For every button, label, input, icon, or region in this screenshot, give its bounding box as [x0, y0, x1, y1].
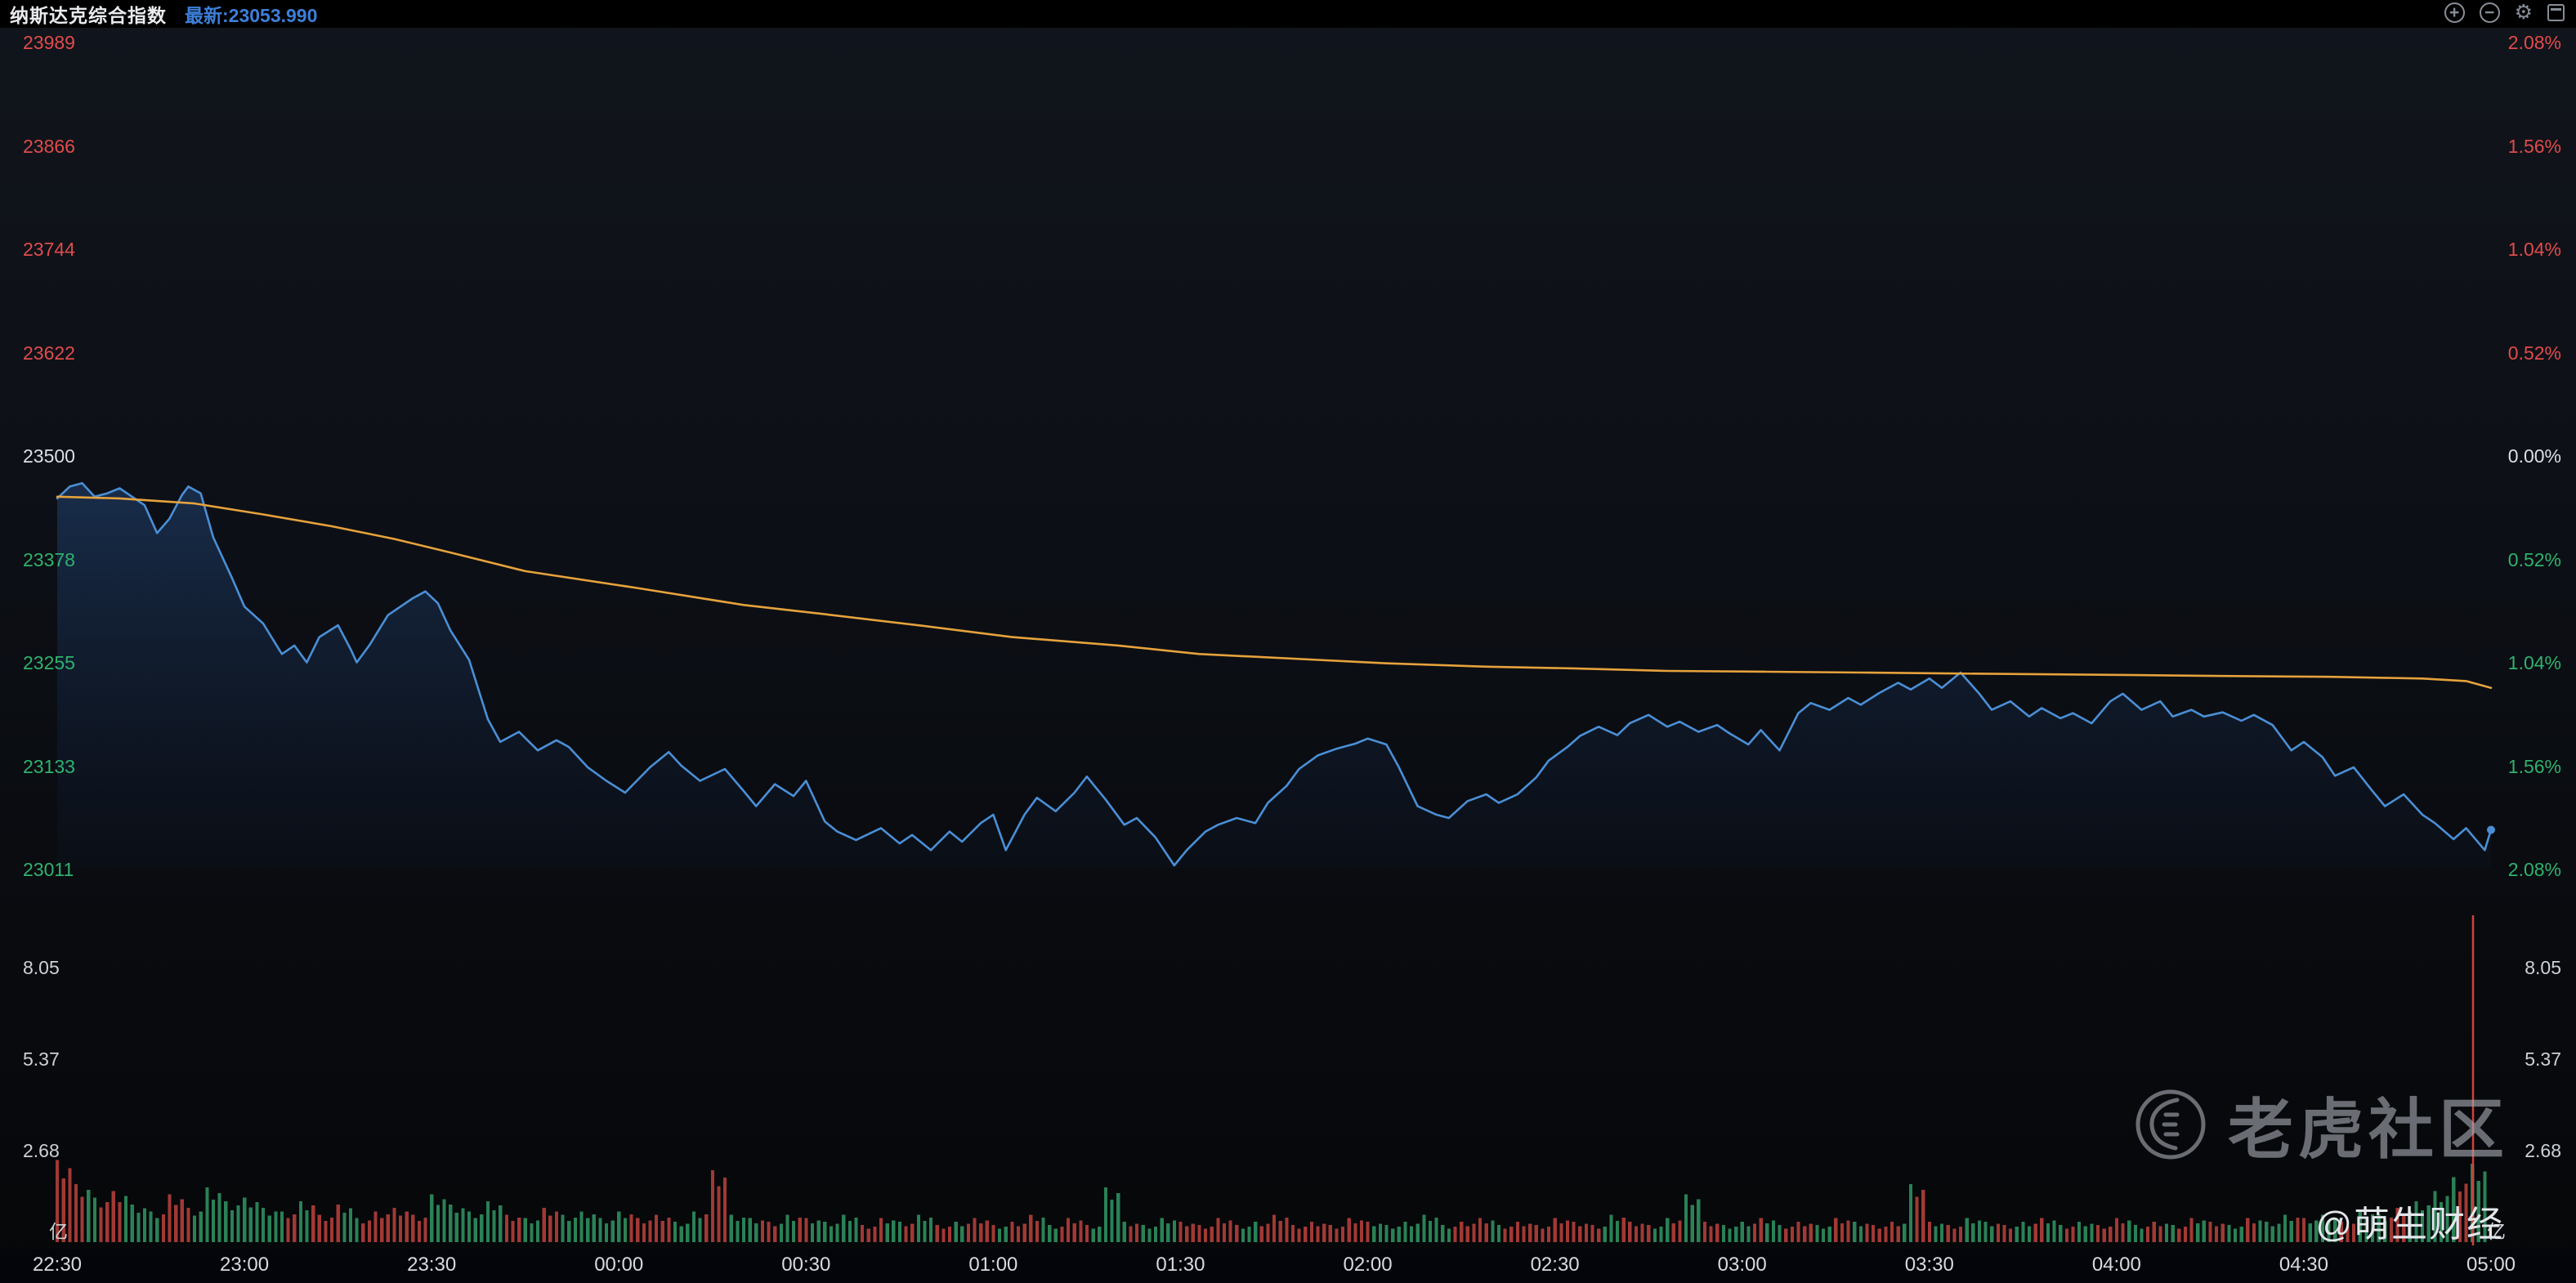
price-axis-label: 23744	[23, 239, 75, 260]
zoom-out-icon[interactable]: −	[2479, 2, 2500, 23]
price-axis-label: 23133	[23, 755, 75, 777]
volume-axis-label: 2.68	[23, 1140, 60, 1161]
time-label: 01:00	[968, 1254, 1018, 1276]
panel-layout-icon[interactable]	[2547, 4, 2565, 21]
price-axis-label: 23255	[23, 652, 75, 673]
time-label: 00:00	[594, 1254, 644, 1276]
time-label: 02:00	[1343, 1254, 1393, 1276]
time-label: 03:30	[1904, 1254, 1954, 1276]
percent-axis-label: 1.04%	[2507, 652, 2561, 673]
price-axis-label: 23011	[23, 859, 74, 880]
time-label: 00:30	[781, 1254, 831, 1276]
volume-axis-label: 8.05	[2525, 957, 2561, 978]
percent-axis-label: 2.08%	[2507, 859, 2561, 880]
percent-axis-label: 0.52%	[2507, 548, 2561, 570]
percent-axis-label: 0.00%	[2507, 445, 2561, 467]
watermark-author: @萌生财经	[2315, 1205, 2504, 1245]
zoom-in-icon[interactable]: +	[2444, 2, 2465, 23]
avg-price-line	[56, 495, 2493, 689]
time-label: 02:30	[1530, 1254, 1580, 1276]
volume-bars	[56, 1160, 2487, 1242]
time-label: 05:00	[2466, 1254, 2516, 1276]
time-label: 22:30	[32, 1254, 83, 1276]
price-axis-label: 23989	[23, 32, 75, 53]
last-price-dot	[2487, 825, 2495, 834]
price-axis-label: 23378	[23, 548, 75, 570]
percent-axis-label: 0.52%	[2507, 342, 2561, 364]
time-label: 23:30	[407, 1254, 457, 1276]
latest-price: 最新:23053.990	[185, 5, 318, 26]
tiger-logo-icon	[2135, 1089, 2206, 1160]
time-axis: 22:30 23:00 23:30 00:00 00:30 01:00 01:30 02:00…	[0, 1249, 2576, 1283]
price-line	[56, 482, 2493, 867]
time-label: 04:00	[2091, 1254, 2141, 1276]
volume-axis-label: 8.05	[23, 957, 60, 978]
settings-gear-icon[interactable]: ⚙	[2514, 1, 2533, 24]
volume-unit-right: 亿	[2487, 1221, 2506, 1242]
price-axis-label: 23866	[23, 135, 75, 157]
time-label: 04:30	[2279, 1254, 2328, 1276]
volume-axis-label: 2.68	[2525, 1140, 2561, 1161]
percent-axis-label: 1.56%	[2507, 135, 2561, 157]
time-label: 03:00	[1717, 1254, 1767, 1276]
watermark-brand: 老虎社区	[2228, 1093, 2509, 1166]
chart-header: 纳斯达克综合指数 最新:23053.990	[0, 0, 2576, 28]
time-label: 23:00	[220, 1254, 270, 1276]
volume-axis-label: 5.37	[2525, 1048, 2561, 1070]
time-label: 01:30	[1156, 1254, 1205, 1276]
price-axis-label: 23622	[23, 342, 75, 364]
volume-unit-left: 亿	[49, 1221, 68, 1242]
price-axis-label: 23500	[23, 445, 75, 467]
chart-toolbar: + − ⚙	[2444, 2, 2565, 23]
volume-axis-label: 5.37	[23, 1048, 60, 1070]
price-area-fill	[57, 483, 2491, 868]
percent-axis-label: 1.04%	[2507, 239, 2561, 260]
index-title: 纳斯达克综合指数	[10, 5, 167, 26]
percent-axis-label: 2.08%	[2507, 32, 2561, 53]
watermark: 老虎社区	[2133, 1077, 2509, 1172]
percent-axis-label: 1.56%	[2507, 755, 2561, 777]
